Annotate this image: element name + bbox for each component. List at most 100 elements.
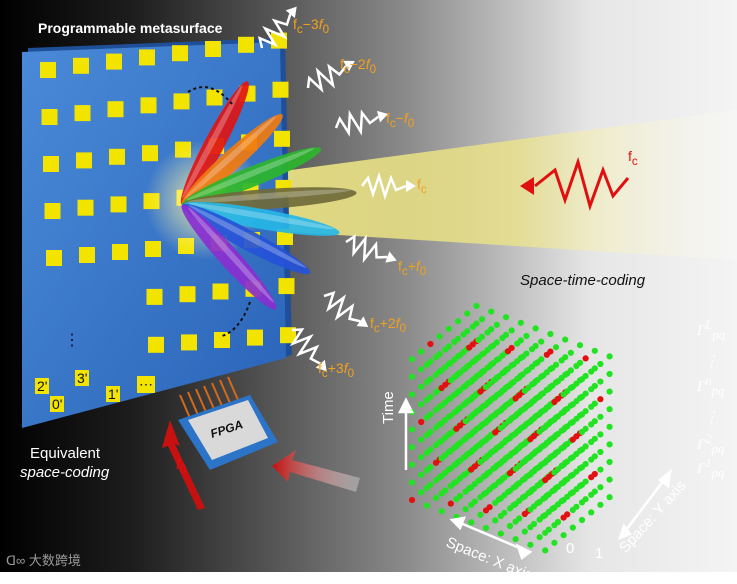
cube-dot <box>477 494 484 501</box>
cube-dot <box>423 484 430 492</box>
beam-lobe <box>181 114 283 206</box>
cube-dot <box>453 372 460 380</box>
cube-dot <box>552 344 560 351</box>
cube-dot <box>506 522 514 530</box>
cube-dot <box>551 398 558 406</box>
cube-dot <box>578 464 586 471</box>
cube-dot <box>408 426 416 433</box>
cube-dot <box>569 454 576 461</box>
cube-dot <box>542 424 549 431</box>
cube-dot <box>588 509 595 516</box>
cube-dot <box>408 373 416 380</box>
cube-dot <box>512 430 519 437</box>
cube-dot <box>514 340 521 347</box>
cube-dot <box>462 453 469 460</box>
cube-dot <box>497 424 504 432</box>
wave-symbols <box>257 6 416 372</box>
unit-cell <box>41 109 58 125</box>
unit-cell <box>46 250 62 266</box>
cube-dot <box>521 458 528 465</box>
cube-dot <box>497 389 504 396</box>
cube-dot <box>462 418 469 425</box>
cube-dot <box>447 394 454 402</box>
cube-dot <box>454 318 462 325</box>
cube-dot <box>497 477 504 484</box>
cube-dot <box>512 483 519 490</box>
cube-dot <box>462 488 469 495</box>
cube-dot <box>519 353 526 360</box>
cube-dot <box>560 408 567 416</box>
cube-dot <box>542 476 549 484</box>
unit-cell <box>247 329 263 346</box>
cube-dot <box>477 441 484 448</box>
freq-label-center: fc <box>417 176 427 196</box>
cube-dot <box>453 460 460 468</box>
cube-dot <box>418 489 425 496</box>
unit-cell <box>76 152 92 169</box>
cube-dot <box>466 344 473 351</box>
cube-dot <box>492 446 499 454</box>
cube-dot <box>569 401 576 408</box>
cube-dot <box>418 366 425 373</box>
cube-dot <box>597 378 604 385</box>
cube-dot <box>468 448 475 456</box>
cube-dot <box>418 418 425 426</box>
cube-dot <box>497 512 504 520</box>
control-arrow <box>272 450 360 492</box>
beam-lobe <box>181 204 277 310</box>
cube-dot <box>432 406 440 414</box>
cube-dot <box>597 501 604 508</box>
unit-cell <box>238 36 254 53</box>
axis-arrows <box>397 397 672 561</box>
cube-dot <box>423 432 430 439</box>
cube-dot <box>527 488 534 496</box>
cube-dot <box>492 499 499 506</box>
cube-dot <box>478 316 486 323</box>
cube-dot <box>432 354 440 361</box>
cube-dot <box>512 412 519 420</box>
unit-cell <box>181 334 197 351</box>
cube-dot <box>540 372 547 379</box>
cube-dot <box>408 356 416 363</box>
unit-cell <box>44 203 61 219</box>
cube-dot <box>462 400 469 407</box>
cube-dot <box>462 382 469 390</box>
cube-dot <box>438 472 445 480</box>
cube-dot <box>521 387 528 394</box>
cube-dot <box>521 405 528 412</box>
unit-cell <box>139 49 155 66</box>
cube-dot <box>471 357 478 364</box>
stc-title: Space-time-coding <box>520 272 646 289</box>
wave-zigzag <box>289 328 321 365</box>
cube-dot <box>536 498 543 506</box>
cube-dot <box>538 338 545 345</box>
cube-dot <box>482 472 490 479</box>
cube-dot <box>497 407 504 414</box>
cube-dot <box>506 382 514 389</box>
space-time-cube <box>408 302 613 554</box>
cube-dot <box>477 388 484 395</box>
beam-lobe <box>181 147 322 207</box>
cube-dot <box>447 377 454 384</box>
unit-cell <box>79 247 95 263</box>
gamma-L: ΓLpq <box>697 318 725 342</box>
cube-dot <box>545 385 552 392</box>
cube-dot <box>432 459 440 466</box>
cell-code-ellipsis: ⋯ <box>137 376 155 393</box>
cube-dot <box>447 482 454 490</box>
cube-dot <box>606 494 613 501</box>
cube-dot <box>438 402 445 409</box>
cube-dot <box>438 420 445 427</box>
cube-dot <box>418 401 425 408</box>
cube-dot <box>521 440 528 447</box>
cube-dot <box>551 504 558 511</box>
cube-dot <box>453 496 460 503</box>
cube-dot <box>475 336 482 344</box>
cube-dot <box>438 490 445 497</box>
cube-dot <box>512 518 519 525</box>
cube-dot <box>512 500 519 508</box>
cube-dot <box>423 502 430 509</box>
cube-dot <box>447 500 454 507</box>
metasurface-title: Programmable metasurface <box>38 20 223 36</box>
cube-dot <box>423 361 430 368</box>
